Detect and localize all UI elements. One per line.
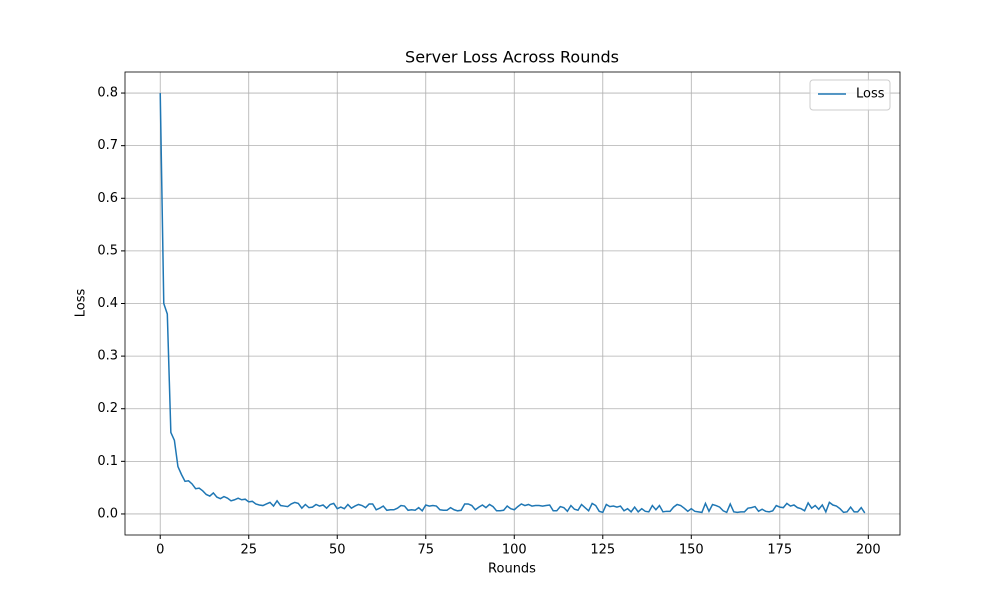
x-axis-label: Rounds — [488, 562, 536, 577]
x-tick-label: 175 — [767, 543, 792, 558]
y-tick-label: 0.7 — [97, 138, 118, 153]
x-tick-label: 150 — [679, 543, 704, 558]
y-tick-label: 0.0 — [97, 506, 118, 521]
chart-title: Server Loss Across Rounds — [405, 48, 619, 67]
legend-label: Loss — [856, 87, 885, 102]
y-tick-label: 0.6 — [97, 191, 118, 206]
line — [159, 93, 866, 514]
y-tick-label: 0.5 — [97, 243, 118, 258]
x-tick-label: 100 — [502, 543, 527, 558]
x-tick-label: 125 — [590, 543, 615, 558]
y-tick-label: 0.2 — [97, 401, 118, 416]
y-axis-label: Loss — [74, 289, 89, 318]
y-tick-label: 0.1 — [97, 454, 118, 469]
legend-box — [809, 79, 891, 111]
x-tick-label: 25 — [240, 543, 257, 558]
y-tick-label: 0.3 — [97, 349, 118, 364]
plot-frame — [124, 71, 901, 536]
x-tick-label: 200 — [856, 543, 881, 558]
x-tick-label: 50 — [329, 543, 346, 558]
x-tick-label: 0 — [156, 543, 164, 558]
y-tick-label: 0.8 — [97, 86, 118, 101]
x-tick-label: 75 — [417, 543, 434, 558]
y-tick-label: 0.4 — [97, 296, 118, 311]
